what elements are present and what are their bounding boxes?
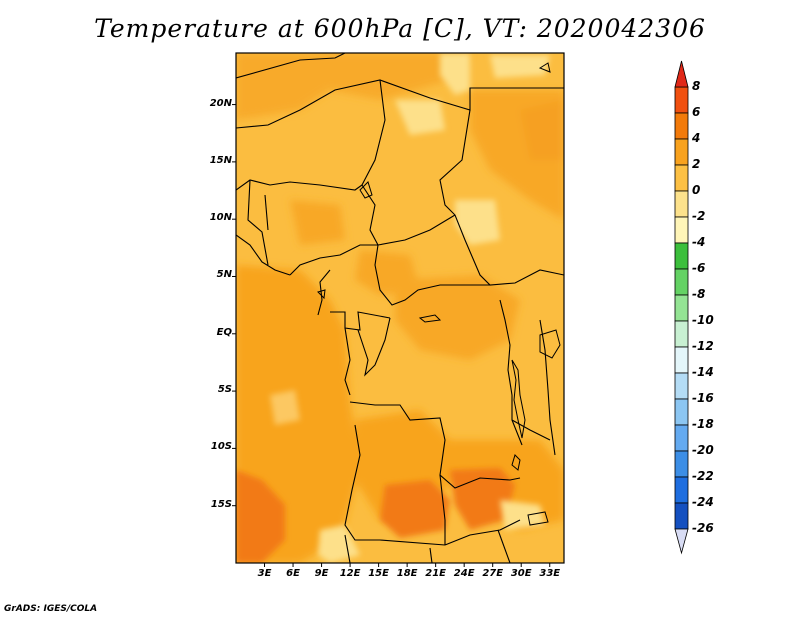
colorbar-swatch — [674, 164, 689, 192]
colorbar-top-arrow — [674, 60, 689, 88]
temperature-field — [236, 53, 564, 563]
lon-label: 12E — [339, 568, 361, 579]
colorbar-swatch — [674, 346, 689, 374]
colorbar-swatch — [674, 424, 689, 452]
grads-credit: GrADS: IGES/COLA — [4, 604, 98, 614]
lon-label: 27E — [482, 568, 504, 579]
map-frame — [235, 52, 565, 564]
colorbar-label: 4 — [692, 131, 701, 145]
colorbar-label: 8 — [692, 79, 701, 93]
colorbar-label: -16 — [692, 391, 714, 405]
axis-ticks — [232, 104, 551, 567]
lon-label: 33E — [539, 568, 561, 579]
lat-label: 20N — [209, 97, 232, 109]
colorbar-swatch — [674, 138, 689, 166]
lon-label: 15E — [368, 568, 389, 579]
colorbar-swatch — [674, 502, 689, 530]
colorbar-label: -6 — [692, 261, 706, 275]
country-borders — [236, 53, 564, 563]
lat-label: 15S — [210, 498, 232, 510]
colorbar-label: -22 — [692, 469, 714, 483]
colorbar-label: -4 — [692, 235, 706, 249]
colorbar-label: -10 — [692, 313, 714, 327]
colorbar-swatch — [674, 216, 689, 244]
lon-label: 24E — [453, 568, 475, 579]
colorbar-label: 0 — [692, 183, 701, 197]
colorbar-label: -12 — [692, 339, 714, 353]
colorbar-swatch — [674, 190, 689, 218]
colorbar-label: -2 — [692, 209, 706, 223]
lat-label: 10N — [209, 212, 232, 224]
colorbar-label: -24 — [692, 495, 714, 509]
colorbar-swatch — [674, 320, 689, 348]
colorbar-swatch — [674, 242, 689, 270]
lakes — [317, 62, 561, 526]
lat-label: 10S — [210, 441, 232, 453]
colorbar-swatch — [674, 450, 689, 478]
lon-label: 21E — [425, 568, 447, 579]
colorbar-label: 2 — [692, 157, 701, 171]
lon-label: 30E — [510, 568, 532, 579]
colorbar-swatch — [674, 398, 689, 426]
lon-label: 18E — [396, 568, 418, 579]
colorbar-label: -14 — [692, 365, 714, 379]
colorbar-label: -26 — [692, 521, 714, 535]
colorbar-swatch — [674, 372, 689, 400]
colorbar-swatch — [674, 86, 689, 114]
map-title: Temperature at 600hPa [C], VT: 202004230… — [94, 14, 706, 43]
colorbar-label: -8 — [692, 287, 706, 301]
lon-label: 6E — [286, 568, 300, 579]
colorbar-label: -20 — [692, 443, 714, 457]
colorbar-swatch — [674, 294, 689, 322]
colorbar-swatch — [674, 476, 689, 504]
colorbar-label: 6 — [692, 105, 701, 119]
colorbar-bottom-arrow — [674, 528, 689, 555]
lat-label: 5N — [216, 269, 232, 281]
lon-label: 3E — [257, 568, 272, 579]
colorbar-swatch — [674, 112, 689, 140]
lat-label: EQ — [216, 326, 232, 338]
colorbar-label: -18 — [692, 417, 714, 431]
colorbar-swatch — [674, 268, 689, 296]
lon-label: 9E — [314, 568, 329, 579]
colorbar — [674, 60, 689, 555]
lat-label: 5S — [217, 384, 232, 396]
lat-label: 15N — [209, 154, 232, 166]
